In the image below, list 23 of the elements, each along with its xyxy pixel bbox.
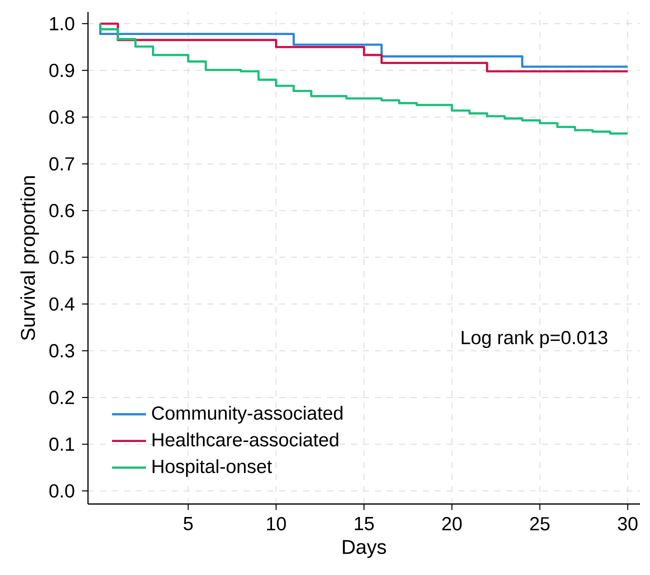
y-tick-label: 0.3 [49,344,74,358]
y-tick-label: 0.8 [49,110,74,124]
x-tick-label: 10 [267,517,286,530]
y-tick-label: 0.1 [49,437,74,451]
x-tick-label: 30 [618,517,638,530]
y-tick-label: 0.7 [49,157,74,171]
y-axis-title: Survival proportion [20,176,39,340]
annotation: Log rank p=0.013 [462,330,608,348]
y-tick-label: 0.4 [49,297,74,311]
legend-label: Hospital-onset [152,459,272,477]
y-tick-label: 1.0 [50,16,74,30]
y-tick-label: 0.2 [49,390,74,404]
y-tick-label: 0.6 [49,204,74,218]
x-tick-label: 20 [442,517,462,530]
x-axis-title: Days [342,540,386,558]
x-tick-label: 25 [530,517,550,530]
y-tick-label: 0.9 [49,64,74,78]
x-tick-label: 5 [184,517,193,530]
x-tick-label: 15 [354,517,374,530]
legend-label: Community-associated [152,406,342,424]
y-tick-label: 0.5 [49,250,74,264]
y-tick-label: 0.0 [49,484,74,498]
legend-label: Healthcare-associated [152,432,338,446]
